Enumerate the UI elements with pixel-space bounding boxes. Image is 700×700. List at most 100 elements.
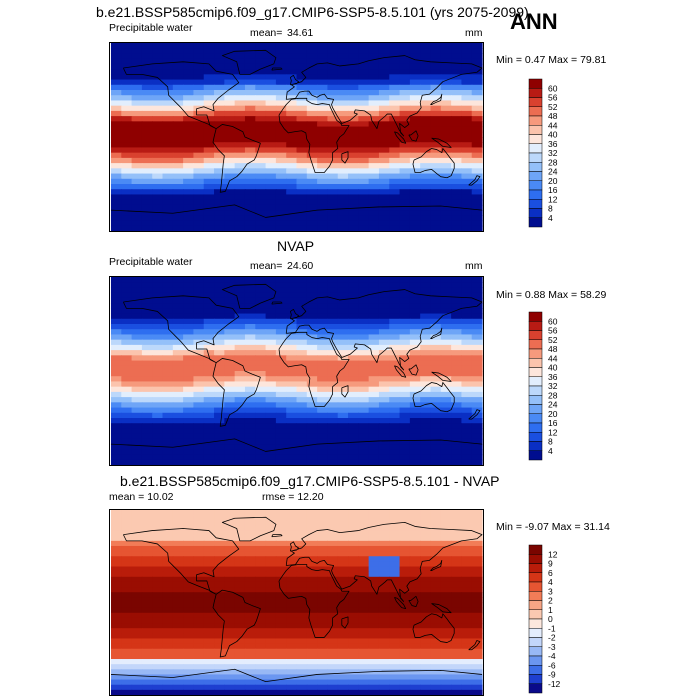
- map-cell: [172, 623, 184, 629]
- map-cell: [348, 653, 359, 660]
- map-cell: [255, 163, 267, 169]
- map-cell: [368, 100, 380, 107]
- map-cell: [265, 324, 277, 330]
- map-cell: [183, 386, 195, 393]
- map-cell: [203, 152, 215, 159]
- map-cell: [440, 371, 452, 377]
- map-cell: [183, 449, 195, 456]
- map-cell: [317, 355, 329, 362]
- map-cell: [296, 152, 308, 159]
- map-cell: [461, 105, 473, 112]
- map-cell: [440, 428, 452, 435]
- map-cell: [368, 69, 380, 75]
- map-cell: [399, 204, 411, 211]
- map-cell: [172, 556, 184, 562]
- map-cell: [265, 607, 277, 614]
- map-cell: [162, 308, 174, 315]
- map-cell: [214, 576, 225, 583]
- map-cell: [111, 530, 122, 537]
- map-cell: [214, 189, 225, 196]
- map-cell: [409, 587, 421, 593]
- map-cell: [358, 297, 370, 304]
- map-cell: [121, 178, 133, 185]
- map-cell: [183, 612, 195, 619]
- map-cell: [461, 147, 473, 154]
- map-cell: [110, 397, 122, 403]
- map-cell: [193, 110, 205, 117]
- map-cell: [378, 324, 390, 330]
- map-cell: [234, 324, 246, 330]
- map-cell: [306, 142, 318, 149]
- map-cell: [368, 412, 380, 419]
- map-cell: [275, 184, 287, 190]
- map-cell: [420, 515, 432, 521]
- map-cell: [244, 329, 256, 336]
- map-cell: [296, 344, 308, 351]
- map-cell: [368, 184, 380, 190]
- map-cell: [337, 397, 349, 403]
- map-cell: [378, 100, 390, 107]
- map-cell: [409, 545, 421, 552]
- map-cell: [337, 433, 349, 440]
- map-cell: [358, 199, 370, 206]
- map-cell: [296, 612, 308, 619]
- map-cell: [420, 210, 432, 216]
- map-cell: [224, 684, 236, 691]
- map-cell: [337, 324, 349, 330]
- map-cell: [327, 530, 339, 537]
- map-cell: [244, 535, 256, 542]
- map-cell: [275, 679, 287, 686]
- map-cell: [451, 423, 463, 430]
- map-cell: [286, 350, 298, 356]
- map-cell: [255, 592, 267, 598]
- map-cell: [348, 566, 359, 573]
- map-cell: [172, 576, 184, 583]
- map-cell: [358, 292, 370, 299]
- map-cell: [255, 48, 267, 55]
- map-cell: [430, 199, 442, 206]
- map-cell: [203, 381, 215, 388]
- map-cell: [389, 423, 401, 430]
- map-cell: [224, 402, 236, 409]
- map-cell: [337, 210, 349, 216]
- map-cell: [244, 607, 256, 614]
- map-cell: [378, 515, 390, 521]
- map-cell: [471, 79, 483, 86]
- map-cell: [193, 287, 205, 294]
- map-cell: [389, 407, 401, 414]
- map-cell: [420, 556, 432, 562]
- map-cell: [471, 386, 483, 393]
- map-cell: [430, 556, 442, 562]
- map-cell: [358, 391, 370, 398]
- map-cell: [162, 350, 174, 356]
- map-cell: [409, 79, 421, 86]
- map-cell: [152, 173, 164, 180]
- map-cell: [183, 515, 195, 521]
- map-cell: [399, 540, 411, 547]
- map-cell: [131, 592, 143, 598]
- map-cell: [358, 147, 370, 154]
- map-cell: [183, 215, 195, 222]
- map-cell: [234, 297, 246, 304]
- map-cell: [430, 334, 442, 341]
- map-cell: [131, 137, 143, 143]
- map-cell: [183, 525, 195, 532]
- map-cell: [224, 659, 236, 665]
- map-cell: [451, 566, 462, 573]
- map-cell: [193, 220, 205, 227]
- map-cell: [420, 592, 432, 598]
- map-cell: [275, 633, 287, 640]
- map-cell: [121, 381, 133, 388]
- map-cell: [286, 664, 298, 670]
- map-cell: [306, 287, 318, 294]
- map-cell: [399, 648, 411, 655]
- map-cell: [409, 287, 421, 294]
- map-cell: [348, 344, 359, 351]
- map-cell: [358, 628, 370, 634]
- colorbar-swatch: [528, 432, 543, 442]
- map-cell: [348, 48, 359, 55]
- map-cell: [368, 659, 380, 665]
- map-cell: [337, 602, 349, 609]
- map-cell: [368, 157, 380, 164]
- map-cell: [244, 381, 256, 388]
